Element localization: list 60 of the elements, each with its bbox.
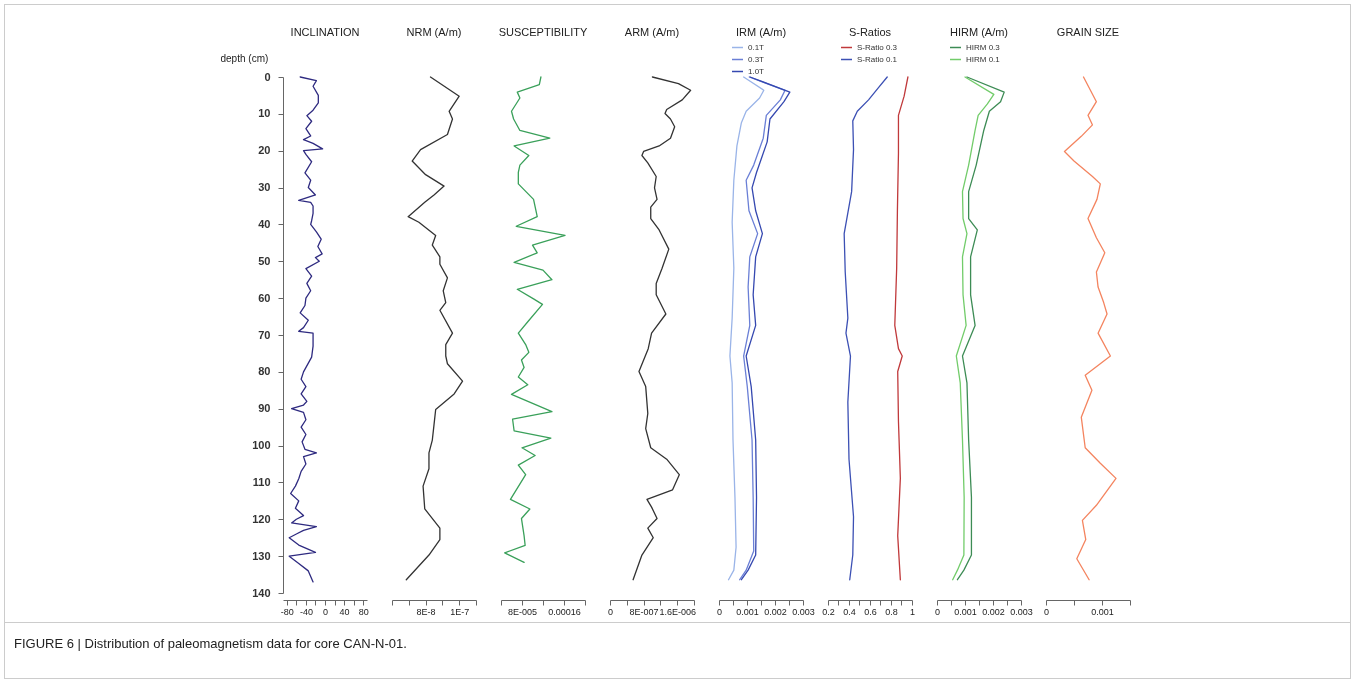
x-tick-label: -80 xyxy=(280,606,294,617)
x-tick-label: 1 xyxy=(909,606,916,617)
x-tick-label: 0 xyxy=(934,606,941,617)
x-tick-label: 40 xyxy=(339,606,350,617)
x-tick-label: 0 xyxy=(607,606,614,617)
legend-label: 0.3T xyxy=(748,54,765,64)
y-tick-label: 120 xyxy=(252,512,271,525)
legend-label: S-Ratio 0.3 xyxy=(857,42,898,52)
y-tick-label: 20 xyxy=(258,144,271,157)
y-tick-label: 60 xyxy=(258,291,271,304)
chart-title: IRM (A/m) xyxy=(735,26,787,38)
x-tick-label: 0.003 xyxy=(1010,606,1033,617)
x-tick-label: 0.6 xyxy=(864,606,877,617)
x-tick-label: 8E-8 xyxy=(416,606,436,617)
x-tick-label: 0 xyxy=(322,606,329,617)
x-tick-label: 0.002 xyxy=(764,606,787,617)
x-tick-label: -40 xyxy=(299,606,313,617)
x-tick-label: 0.2 xyxy=(822,606,835,617)
y-tick-label: 30 xyxy=(258,181,271,194)
x-tick-label: 0.8 xyxy=(885,606,898,617)
y-tick-label: 90 xyxy=(258,402,271,415)
x-tick-label: 0.001 xyxy=(954,606,977,617)
x-tick-label: 1.6E-006 xyxy=(659,606,696,617)
y-tick-label: 10 xyxy=(258,107,271,120)
legend-label: 0.1T xyxy=(748,42,765,52)
x-tick-label: 0.4 xyxy=(843,606,856,617)
legend-label: S-Ratio 0.1 xyxy=(857,54,898,64)
y-tick-label: 40 xyxy=(258,217,271,230)
caption: FIGURE 6 | Distribution of paleomagnetism data for core CAN-N-01. xyxy=(14,636,407,651)
chart-title: INCLINATION xyxy=(290,26,360,38)
y-tick-label: 50 xyxy=(258,254,271,267)
x-tick-label: 0.00016 xyxy=(548,606,581,617)
chart-title: ARM (A/m) xyxy=(624,26,680,38)
y-tick-label: 140 xyxy=(252,586,271,599)
chart-title: NRM (A/m) xyxy=(406,26,462,38)
y-tick-label: 110 xyxy=(252,475,271,488)
chart-title: GRAIN SIZE xyxy=(1056,26,1120,38)
x-tick-label: 8E-007 xyxy=(629,606,659,617)
x-tick-label: 80 xyxy=(358,606,369,617)
y-tick-label: 0 xyxy=(264,70,271,83)
x-tick-label: 0.003 xyxy=(792,606,815,617)
x-tick-label: 8E-005 xyxy=(507,606,538,617)
y-tick-label: 70 xyxy=(258,328,271,341)
line-series xyxy=(288,76,324,583)
y-tick-label: 80 xyxy=(258,365,271,378)
chart-title: SUSCEPTIBILITY xyxy=(498,26,588,38)
x-tick-label: 0.002 xyxy=(982,606,1005,617)
y-axis-title: depth (cm) xyxy=(220,52,269,64)
x-tick-label: 0.001 xyxy=(736,606,759,617)
x-tick-label: 0 xyxy=(716,606,723,617)
x-tick-label: 0.001 xyxy=(1091,606,1114,617)
y-tick-label: 130 xyxy=(252,549,271,562)
legend-label: HIRM 0.3 xyxy=(966,42,1001,52)
chart-title: HIRM (A/m) xyxy=(949,26,1009,38)
chart-title: S-Ratios xyxy=(848,26,892,38)
y-tick-label: 100 xyxy=(252,439,271,452)
legend-label: HIRM 0.1 xyxy=(966,54,1001,64)
x-tick-label: 1E-7 xyxy=(450,606,470,617)
x-tick-label: 0 xyxy=(1043,606,1050,617)
legend-label: 1.0T xyxy=(748,66,765,76)
